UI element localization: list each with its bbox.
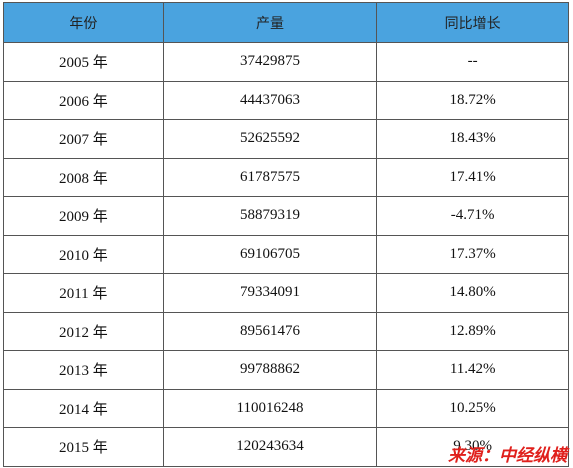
table-cell: 2011 年 bbox=[3, 273, 164, 313]
table-cell: 14.80% bbox=[376, 273, 569, 313]
header-row: 年份 产量 同比增长 bbox=[3, 2, 569, 43]
table-body: 2005 年 37429875 -- 2006 年 44437063 18.72% 2007… bbox=[3, 42, 569, 467]
table-row: 2009 年 58879319 -4.71% bbox=[3, 196, 569, 236]
table-cell: 99788862 bbox=[162, 350, 378, 390]
table-cell: 52625592 bbox=[162, 119, 378, 159]
table-cell: 79334091 bbox=[162, 273, 378, 313]
header-cell: 同比增长 bbox=[376, 2, 569, 43]
table-row: 2014 年 110016248 10.25% bbox=[3, 388, 569, 428]
watermark: 来源：中经纵横 bbox=[448, 446, 567, 466]
header-cell: 年份 bbox=[3, 2, 164, 43]
table-row: 2008 年 61787575 17.41% bbox=[3, 157, 569, 197]
table-cell: 110016248 bbox=[162, 388, 378, 428]
table-row: 2005 年 37429875 -- bbox=[3, 42, 569, 82]
table-cell: 2008 年 bbox=[3, 157, 164, 197]
table-cell: 18.72% bbox=[376, 80, 569, 120]
table-cell: 11.42% bbox=[376, 350, 569, 390]
table-cell: 120243634 bbox=[162, 427, 378, 467]
table-row: 2011 年 79334091 14.80% bbox=[3, 273, 569, 313]
table-cell: 61787575 bbox=[162, 157, 378, 197]
table-cell: 18.43% bbox=[376, 119, 569, 159]
table-row: 2010 年 69106705 17.37% bbox=[3, 234, 569, 274]
table-cell: 2013 年 bbox=[3, 350, 164, 390]
table-row: 2006 年 44437063 18.72% bbox=[3, 80, 569, 120]
table-cell: -4.71% bbox=[376, 196, 569, 236]
table-cell: 2005 年 bbox=[3, 42, 164, 82]
table-cell: 2007 年 bbox=[3, 119, 164, 159]
table-cell: 2006 年 bbox=[3, 80, 164, 120]
table-cell: 2015 年 bbox=[3, 427, 164, 467]
table-cell: 12.89% bbox=[376, 311, 569, 351]
table-cell: 44437063 bbox=[162, 80, 378, 120]
table-cell: 58879319 bbox=[162, 196, 378, 236]
table-cell: 2012 年 bbox=[3, 311, 164, 351]
table-cell: 17.37% bbox=[376, 234, 569, 274]
header-cell: 产量 bbox=[162, 2, 378, 43]
table-cell: 17.41% bbox=[376, 157, 569, 197]
table-row: 2013 年 99788862 11.42% bbox=[3, 350, 569, 390]
table-cell: 10.25% bbox=[376, 388, 569, 428]
table-cell: -- bbox=[376, 42, 569, 82]
table-cell: 37429875 bbox=[162, 42, 378, 82]
table-row: 2012 年 89561476 12.89% bbox=[3, 311, 569, 351]
table-cell: 9.30% bbox=[376, 427, 569, 467]
table-row: 2007 年 52625592 18.43% bbox=[3, 119, 569, 159]
table-cell: 2014 年 bbox=[3, 388, 164, 428]
table-cell: 2009 年 bbox=[3, 196, 164, 236]
table-cell: 89561476 bbox=[162, 311, 378, 351]
production-table: 年份 产量 同比增长 2005 年 37429875 -- 2006 年 44437063 1… bbox=[3, 2, 569, 467]
table-row: 2015 年 120243634 9.30% bbox=[3, 427, 569, 467]
table-cell: 2010 年 bbox=[3, 234, 164, 274]
table-cell: 69106705 bbox=[162, 234, 378, 274]
